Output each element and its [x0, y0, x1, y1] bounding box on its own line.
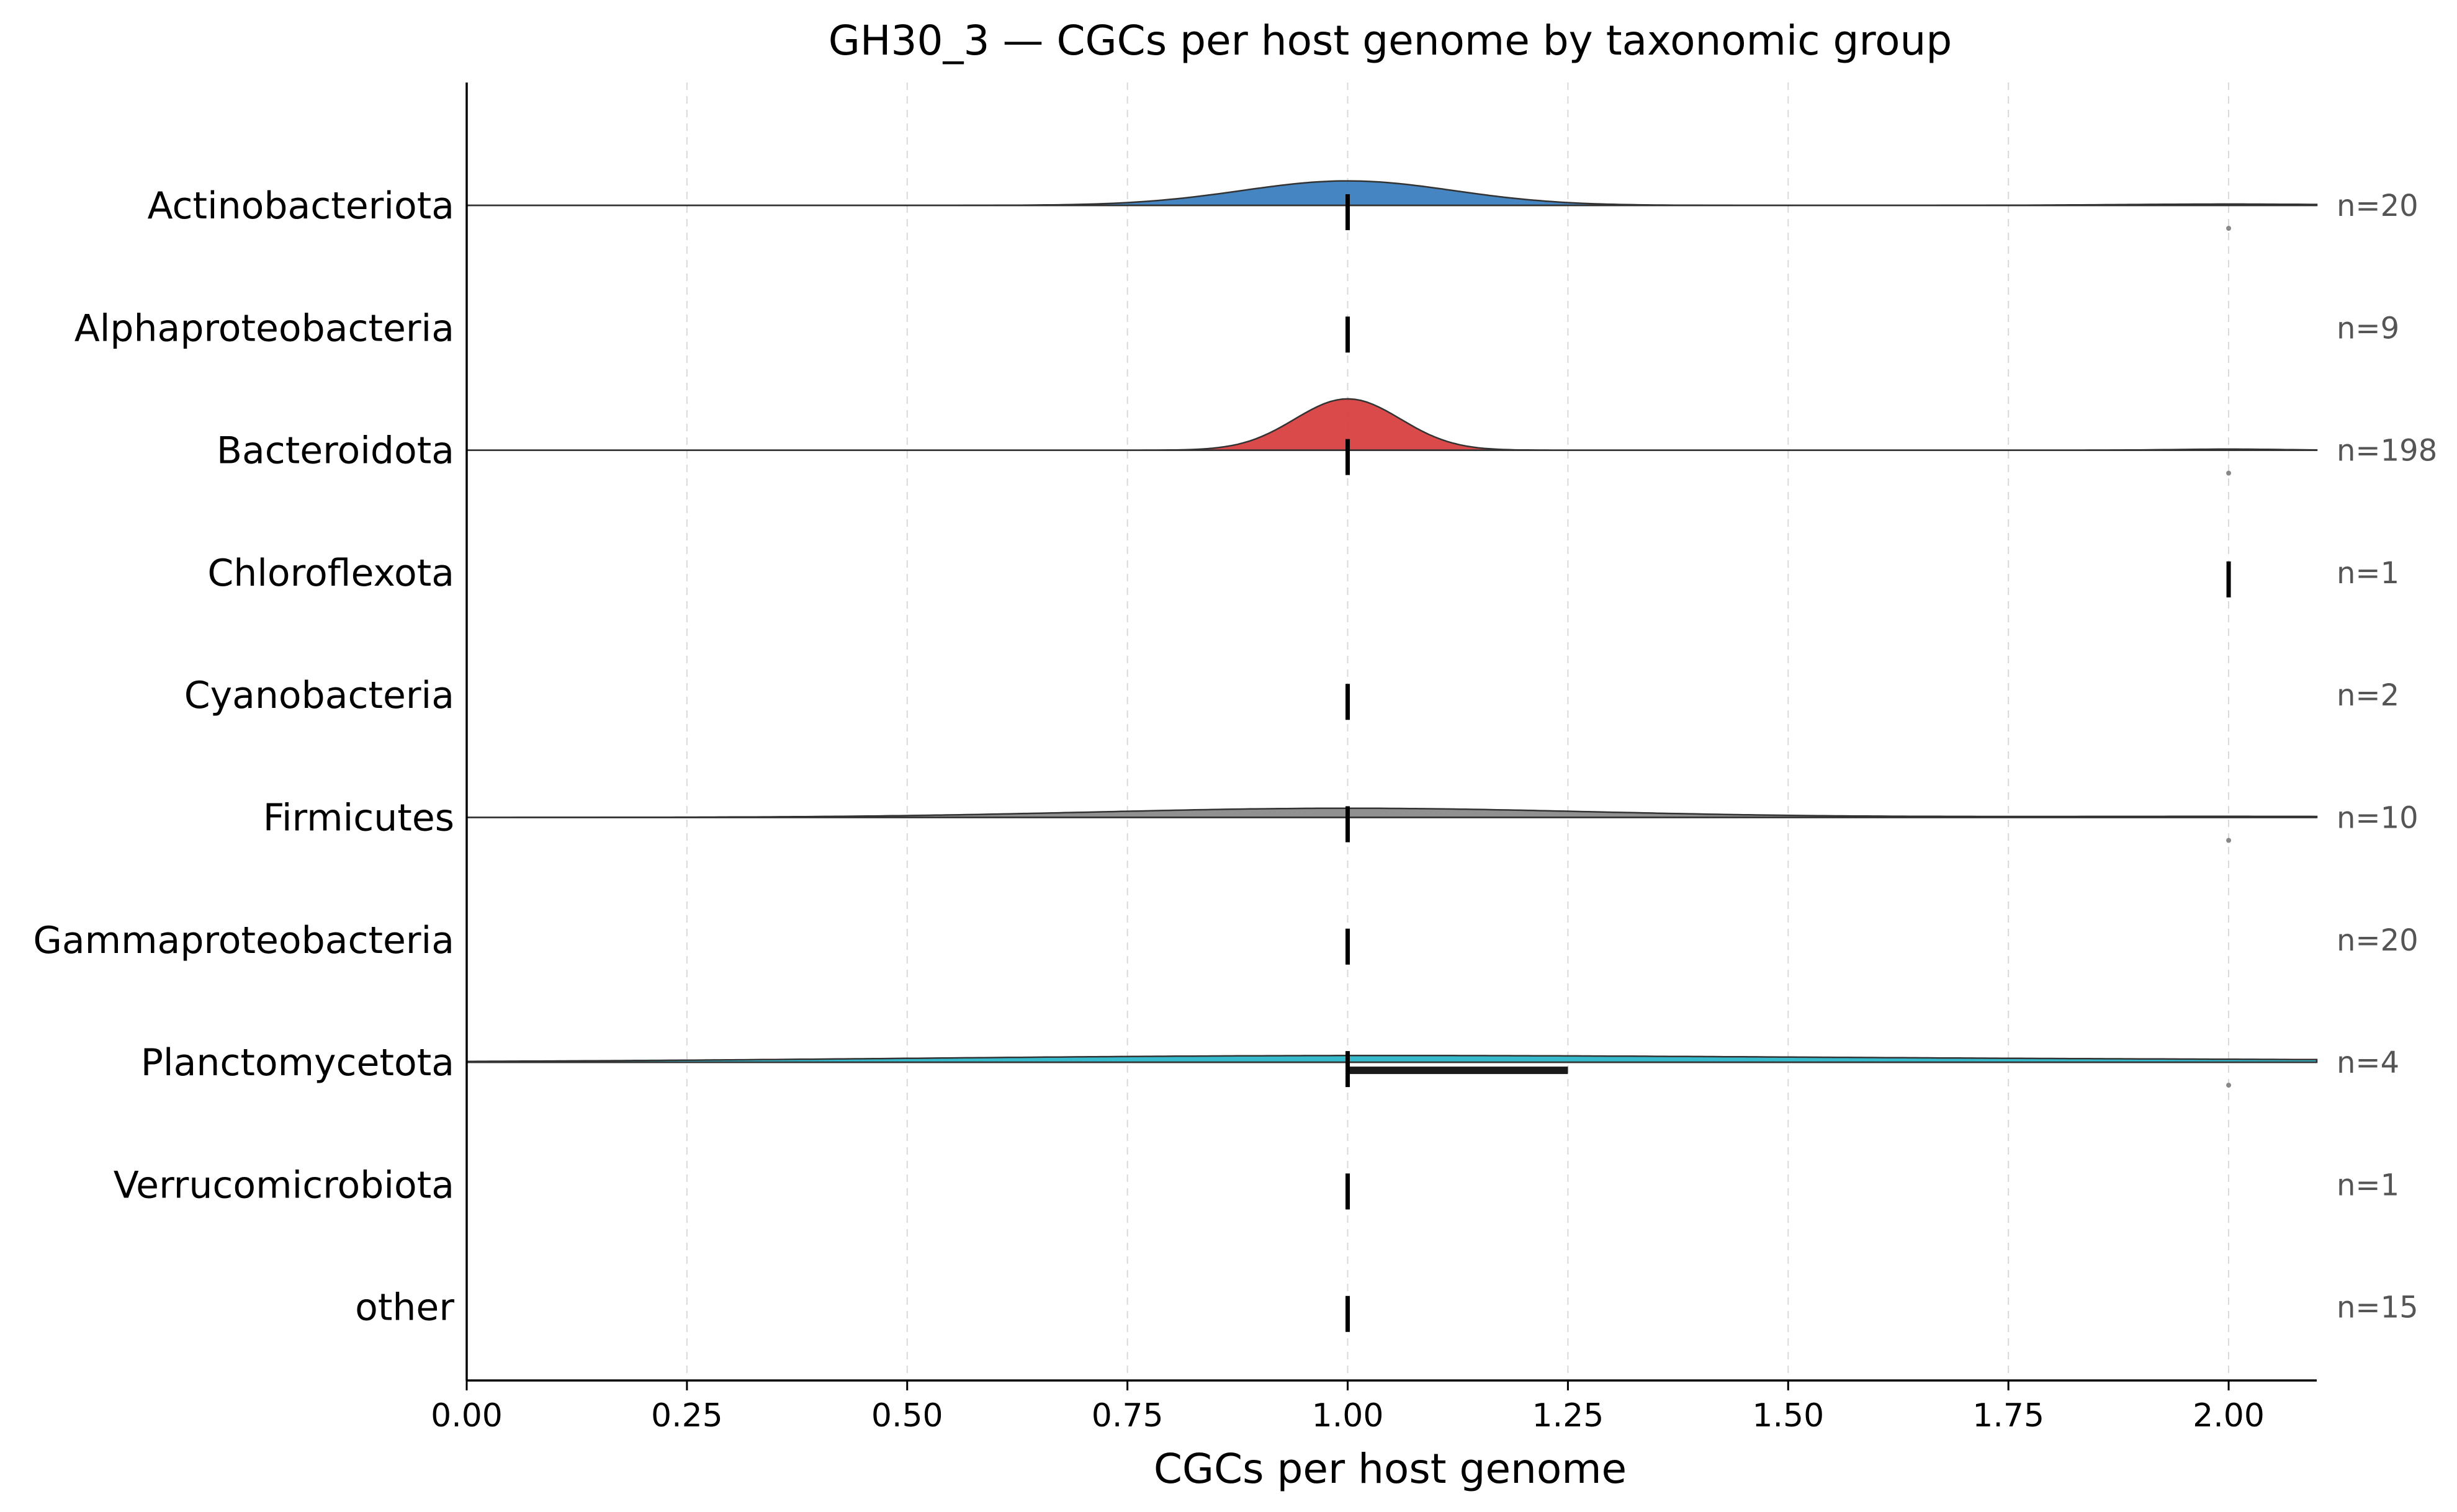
count-label-cyanobacteria: n=2 [2337, 678, 2399, 713]
count-label-firmicutes: n=10 [2337, 801, 2419, 836]
count-label-verrucomicrobiota: n=1 [2337, 1168, 2399, 1202]
x-tick-label: 2.00 [2193, 1397, 2265, 1434]
category-label-other: other [355, 1286, 454, 1330]
count-label-bacteroidota: n=198 [2337, 434, 2437, 468]
count-labels: n=20 n=9 n=198 n=1 n=2 n=10 n=20 n=4 n=1 n=15 [2337, 189, 2437, 1325]
x-tick-label: 1.25 [1532, 1397, 1604, 1434]
outlier-point-actinobacteriota [2226, 226, 2232, 231]
category-label-chloroflexota: Chloroflexota [207, 552, 454, 595]
count-label-alphaproteobacteria: n=9 [2337, 311, 2399, 346]
x-ticks: 0.00 0.25 0.50 0.75 1.00 1.25 1.50 1.75 2.00 [431, 1380, 2265, 1434]
category-label-alphaproteobacteria: Alphaproteobacteria [74, 306, 454, 350]
x-tick-label: 0.50 [871, 1397, 943, 1434]
category-label-firmicutes: Firmicutes [263, 797, 454, 840]
category-label-verrucomicrobiota: Verrucomicrobiota [114, 1163, 454, 1207]
category-label-actinobacteriota: Actinobacteriota [147, 184, 454, 228]
axes [465, 83, 2317, 1382]
density-ridge-planctomycetota [465, 1055, 2318, 1063]
x-tick-label: 1.75 [1972, 1397, 2044, 1434]
category-label-cyanobacteria: Cyanobacteria [184, 674, 454, 717]
count-label-other: n=15 [2337, 1291, 2419, 1325]
density-ridge-actinobacteriota [467, 180, 2318, 207]
x-tick-label: 0.75 [1092, 1397, 1164, 1434]
x-tick-label: 0.25 [651, 1397, 723, 1434]
x-axis-label: CGCs per host genome [1154, 1445, 1627, 1493]
x-tick-label: 0.00 [431, 1397, 503, 1434]
category-labels: Actinobacteriota Alphaproteobacteria Bacte… [33, 184, 454, 1330]
count-label-chloroflexota: n=1 [2337, 556, 2399, 591]
outlier-point-planctomycetota [2226, 1083, 2232, 1088]
grid-lines [466, 83, 2230, 1380]
count-label-actinobacteriota: n=20 [2337, 189, 2419, 223]
chart-title: GH30_3 — CGCs per host genome by taxonom… [829, 17, 1952, 65]
category-label-bacteroidota: Bacteroidota [217, 429, 454, 473]
density-ridge-bacteroidota [467, 398, 2318, 451]
count-label-planctomycetota: n=4 [2337, 1045, 2399, 1080]
density-ridge-firmicutes [467, 807, 2318, 818]
x-tick-label: 1.00 [1312, 1397, 1384, 1434]
iqr-bar-planctomycetota [1347, 1067, 1568, 1075]
count-label-gammaproteobacteria: n=20 [2337, 923, 2419, 958]
x-tick-label: 1.50 [1752, 1397, 1824, 1434]
category-label-planctomycetota: Planctomycetota [141, 1041, 454, 1085]
category-label-gammaproteobacteria: Gammaproteobacteria [33, 919, 454, 962]
outlier-point-bacteroidota [2226, 470, 2232, 476]
outlier-point-firmicutes [2226, 838, 2232, 843]
ridges [465, 180, 2318, 1332]
